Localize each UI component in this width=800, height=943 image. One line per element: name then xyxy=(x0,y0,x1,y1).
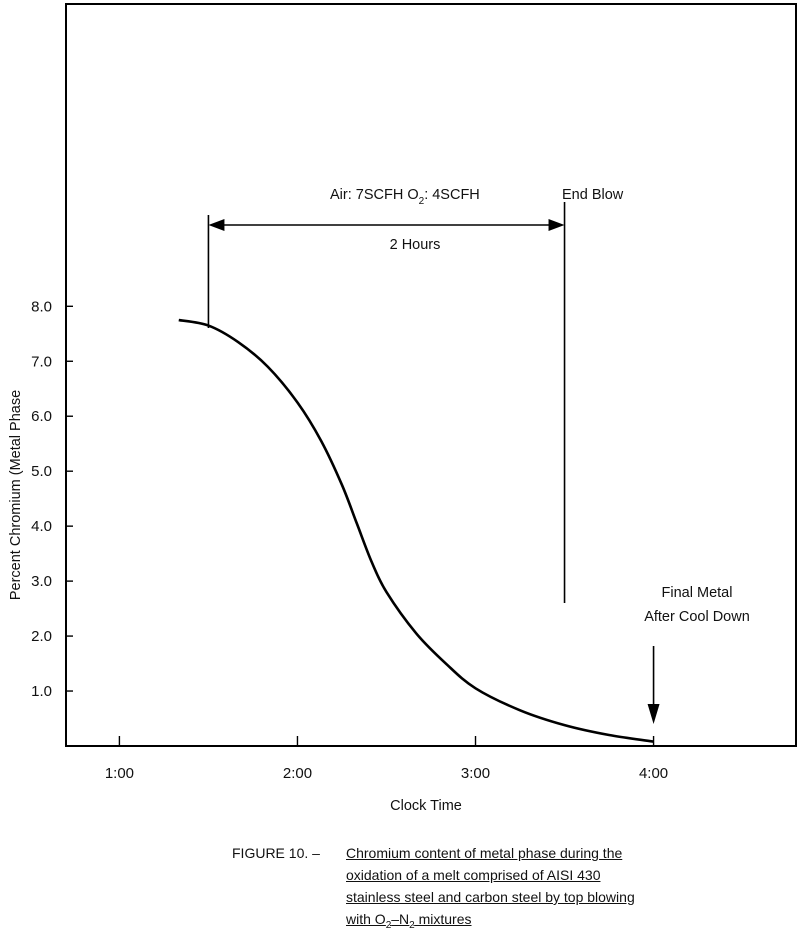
y-tick-label: 1.0 xyxy=(31,683,52,700)
blow-conditions-label: Air: 7SCFH O2: 4SCFH xyxy=(330,187,480,207)
duration-label: 2 Hours xyxy=(390,237,441,253)
caption-prefix: FIGURE 10. – xyxy=(232,845,320,861)
y-ticks: 1.0 2.0 3.0 4.0 5.0 6.0 7.0 8.0 xyxy=(31,298,73,700)
x-tick-label: 3:00 xyxy=(461,765,490,782)
final-metal-label-line1: Final Metal xyxy=(662,585,733,601)
x-axis-title: Clock Time xyxy=(390,798,462,814)
series-layer xyxy=(178,318,654,743)
x-ticks: 1:00 2:00 3:00 4:00 xyxy=(105,736,668,782)
y-tick-label: 3.0 xyxy=(31,573,52,590)
duration-arrowhead-left xyxy=(208,219,225,231)
y-tick-label: 8.0 xyxy=(31,298,52,315)
plot-frame xyxy=(65,3,797,747)
caption-line-1: Chromium content of metal phase during t… xyxy=(346,845,623,861)
final-metal-arrowhead xyxy=(647,704,660,724)
figure-caption: FIGURE 10. – Chromium content of metal ph… xyxy=(232,842,792,931)
annotations: Air: 7SCFH O2: 4SCFH End Blow 2 Hours Fi… xyxy=(207,187,750,724)
end-blow-label: End Blow xyxy=(562,187,624,203)
caption-line-3: stainless steel and carbon steel by top … xyxy=(346,889,635,905)
caption-line-4: with O2–N2 mixtures xyxy=(346,911,472,931)
duration-arrowhead-right xyxy=(548,219,565,231)
y-axis-title: Percent Chromium (Metal Phase xyxy=(8,390,24,600)
final-metal-label-line2: After Cool Down xyxy=(644,609,750,625)
x-tick-label: 2:00 xyxy=(283,765,312,782)
series-line xyxy=(178,318,654,743)
y-tick-label: 2.0 xyxy=(31,628,52,645)
caption-line-2: oxidation of a melt comprised of AISI 43… xyxy=(346,867,601,883)
y-tick-label: 5.0 xyxy=(31,463,52,480)
x-tick-label: 1:00 xyxy=(105,765,134,782)
x-tick-label: 4:00 xyxy=(639,765,668,782)
y-tick-label: 4.0 xyxy=(31,518,52,535)
y-tick-label: 6.0 xyxy=(31,408,52,425)
y-tick-label: 7.0 xyxy=(31,353,52,370)
